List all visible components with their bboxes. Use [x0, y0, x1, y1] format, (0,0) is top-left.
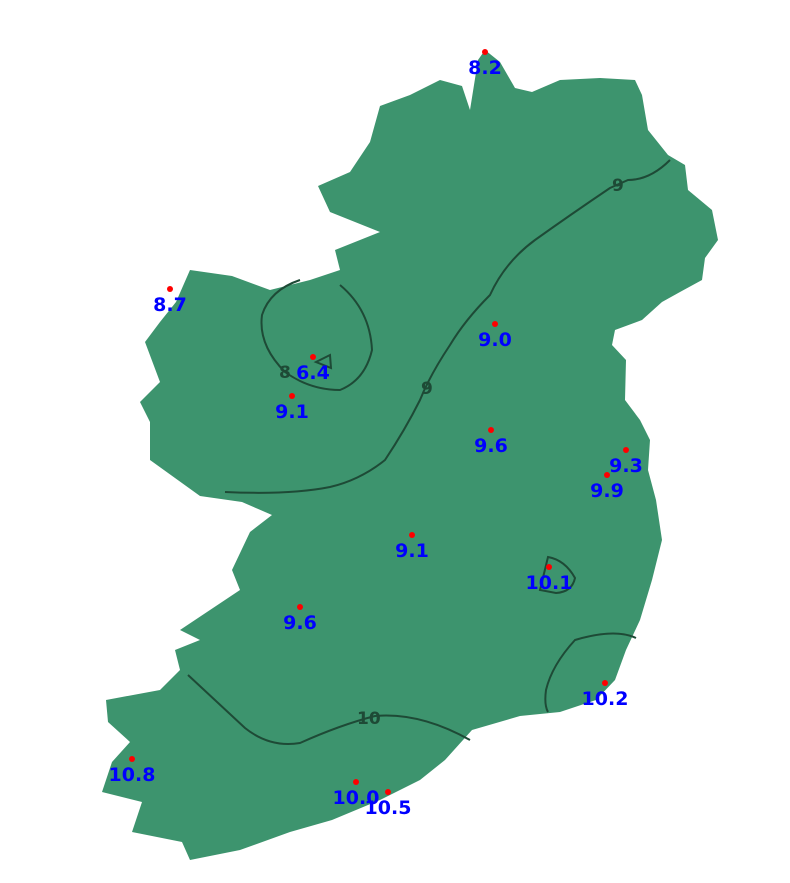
station-value-label: 10.0	[333, 787, 380, 809]
station-value-label: 10.8	[109, 764, 156, 786]
station-value-label: 9.9	[590, 480, 624, 502]
station-marker	[482, 49, 488, 55]
station-marker	[488, 427, 494, 433]
station-value-label: 10.5	[365, 797, 412, 819]
station-marker	[310, 354, 316, 360]
isotherm-label: 8	[279, 363, 291, 383]
station-value-label: 9.1	[275, 401, 309, 423]
station-value-label: 10.1	[526, 572, 573, 594]
isotherm-lines	[187, 159, 671, 745]
station-value-label: 9.0	[478, 329, 512, 351]
station-marker	[385, 789, 391, 795]
station-marker	[129, 756, 135, 762]
station-marker	[623, 447, 629, 453]
station-marker	[297, 604, 303, 610]
station-value-label: 8.2	[468, 57, 502, 79]
station-marker	[289, 393, 295, 399]
station-value-label: 10.2	[582, 688, 629, 710]
station-value-label: 9.3	[609, 455, 643, 477]
isotherm-label: 9	[612, 176, 624, 196]
station-marker	[167, 286, 173, 292]
station-marker	[546, 564, 552, 570]
station-value-label: 8.7	[153, 294, 187, 316]
station-marker	[353, 779, 359, 785]
station-value-label: 6.4	[296, 362, 330, 384]
station-value-label: 9.1	[395, 540, 429, 562]
isotherm-label: 10	[357, 709, 381, 729]
station-marker	[604, 472, 610, 478]
ireland-landmass	[102, 50, 718, 860]
station-value-label: 9.6	[283, 612, 317, 634]
station-value-label: 9.6	[474, 435, 508, 457]
station-marker	[602, 680, 608, 686]
station-marker	[492, 321, 498, 327]
isotherm-label: 9	[421, 379, 433, 399]
station-marker	[409, 532, 415, 538]
